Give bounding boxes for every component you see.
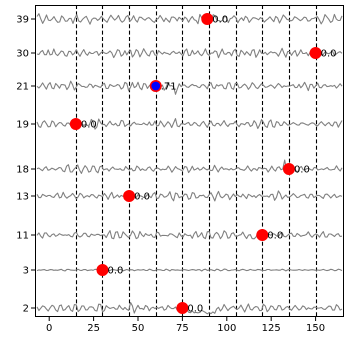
- y-tick-label-30: 30: [16, 49, 29, 60]
- series-line-30: [36, 47, 343, 59]
- marker-label-30: 0.0: [321, 49, 337, 60]
- x-tick-label-75: 75: [176, 323, 189, 334]
- y-tick-label-21: 21: [16, 82, 29, 93]
- marker-label-3: 0.0: [107, 266, 123, 277]
- marker-21: [149, 80, 162, 93]
- marker-label-39: 0.0: [212, 15, 228, 26]
- series-line-11: [36, 230, 343, 240]
- x-tick-label-125: 125: [262, 323, 281, 334]
- marker-label-18: 0.0: [294, 165, 310, 176]
- marker-11: [256, 229, 269, 242]
- y-tick-label-13: 13: [16, 192, 29, 203]
- marker-label-19: 0.0: [81, 120, 97, 131]
- x-tick-label-100: 100: [217, 323, 236, 334]
- marker-2: [176, 301, 189, 314]
- series-line-19: [36, 118, 343, 130]
- marker-label-11: 0.0: [267, 231, 283, 242]
- y-tick-label-19: 19: [16, 120, 29, 131]
- series-line-21: [36, 80, 343, 95]
- marker-19: [69, 118, 82, 131]
- x-tick-label-150: 150: [306, 323, 325, 334]
- series-line-13: [36, 190, 343, 202]
- y-tick-label-39: 39: [16, 15, 29, 26]
- series-line-3: [36, 268, 343, 272]
- axis-ticks-and-labels: 39 30 21 19 18 13 11 3 2 0 25 50 75 100 125 150: [16, 15, 325, 334]
- row-series: [36, 13, 343, 315]
- marker-label-2: 0.0: [187, 304, 203, 315]
- x-tick-label-0: 0: [46, 323, 52, 334]
- marker-18: [282, 163, 295, 176]
- row-markers: 0.0 0.0 .71 0.0 0.0 0.0 0.0 0.0 0.0: [69, 13, 337, 315]
- y-tick-label-2: 2: [23, 304, 29, 315]
- y-tick-label-3: 3: [23, 266, 29, 277]
- series-line-39: [36, 13, 343, 25]
- y-tick-label-11: 11: [16, 231, 29, 242]
- x-tick-label-25: 25: [87, 323, 100, 334]
- marker-39: [201, 13, 214, 25]
- vertical-guide-lines: [75, 5, 318, 317]
- marker-13: [123, 190, 136, 203]
- marker-30: [309, 46, 322, 59]
- x-tick-label-50: 50: [132, 323, 145, 334]
- marker-label-13: 0.0: [134, 192, 150, 203]
- series-line-2: [36, 301, 343, 315]
- y-tick-label-18: 18: [16, 165, 29, 176]
- marker-3: [96, 263, 109, 276]
- plot-frame: [35, 5, 344, 317]
- marker-label-21: .71: [161, 82, 177, 93]
